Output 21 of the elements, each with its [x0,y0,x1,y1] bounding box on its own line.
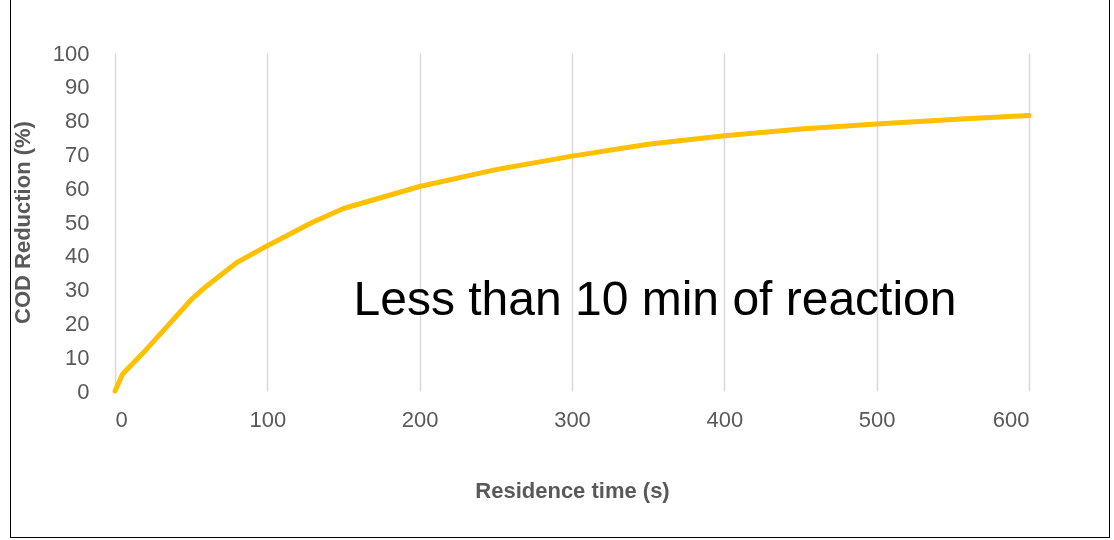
y-tick-label: 90 [65,74,90,100]
y-axis-title: COD Reduction (%) [9,121,35,324]
y-tick-label: 100 [52,40,90,66]
y-tick-label: 30 [65,277,90,303]
y-tick-label: 60 [65,175,90,201]
x-tick-label: 300 [554,406,591,432]
x-axis-title: Residence time (s) [475,477,670,503]
y-tick-label: 0 [77,378,90,404]
y-tick-label: 10 [65,344,90,370]
y-tick-label: 20 [65,310,90,336]
x-tick-label: 100 [249,406,287,432]
y-tick-label: 80 [65,108,90,134]
y-tick-label: 40 [65,243,90,269]
x-tick-label: 400 [706,406,744,432]
x-tick-label: 600 [992,406,1030,432]
x-tick-label: 500 [858,406,896,432]
annotation: Less than 10 min of reaction [353,272,957,325]
x-tick-label: 200 [401,406,439,432]
x-tick-label: 0 [115,406,128,432]
y-tick-label: 70 [65,141,90,167]
y-tick-label: 50 [65,209,90,235]
